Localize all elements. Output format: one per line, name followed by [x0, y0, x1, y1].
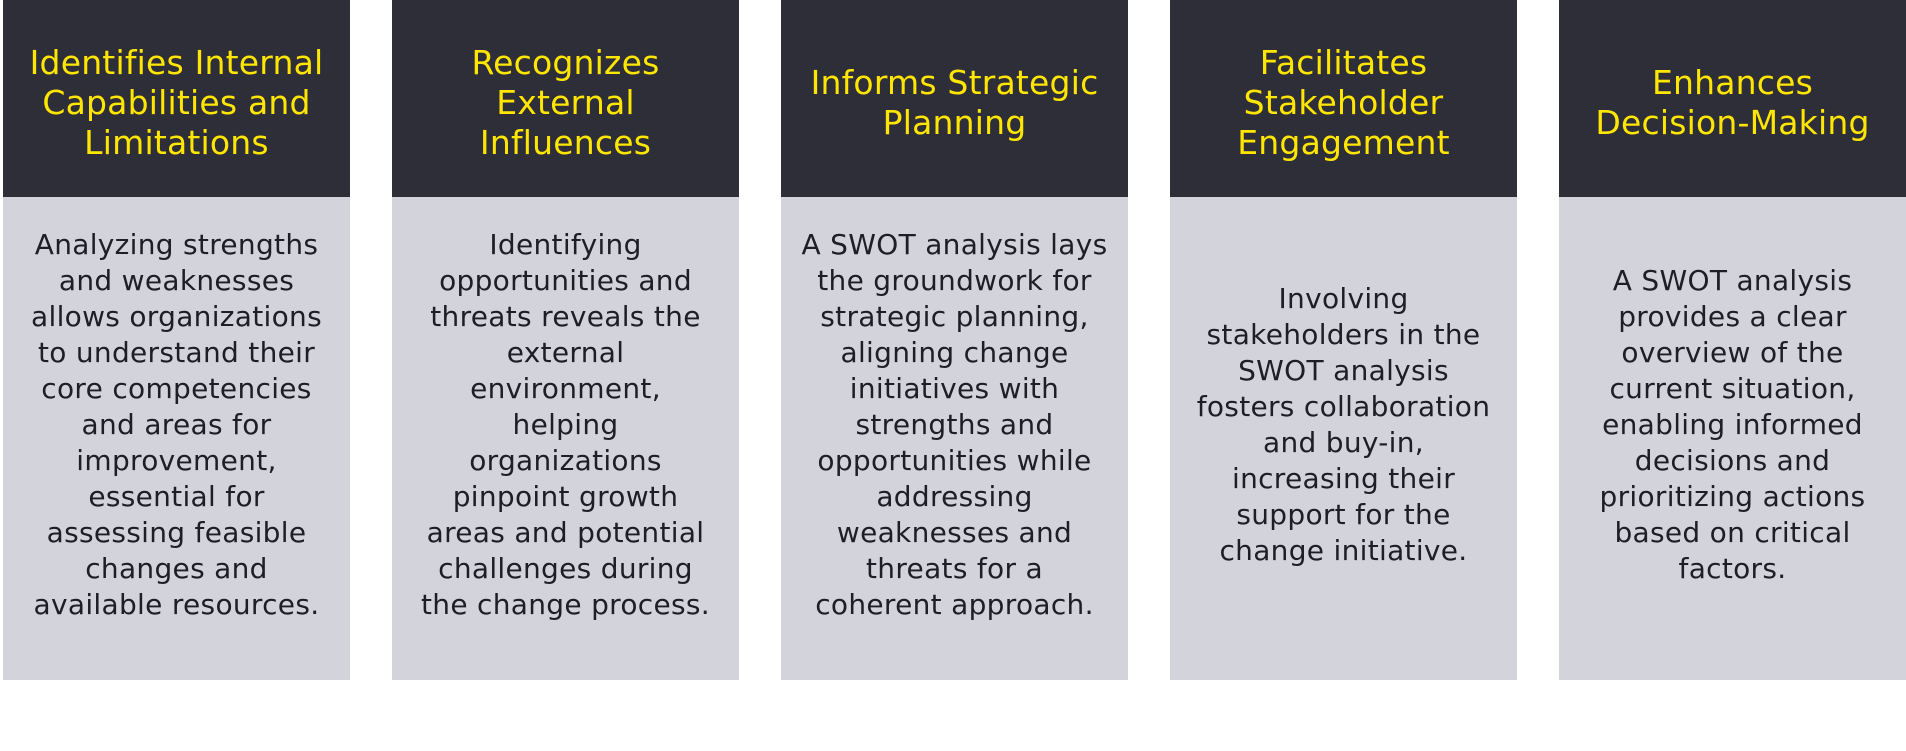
card-title: Recognizes External Influences [471, 42, 660, 162]
card-body: Involving stakeholders in the SWOT analy… [1170, 197, 1517, 680]
card-external-influences: Recognizes External Influences Identifyi… [392, 0, 739, 680]
card-stakeholder-engagement: Facilitates Stakeholder Engagement Invol… [1170, 0, 1517, 680]
card-description: Identifying opportunities and threats re… [421, 227, 710, 621]
card-header: Enhances Decision-Making [1559, 0, 1906, 197]
card-header: Facilitates Stakeholder Engagement [1170, 0, 1517, 197]
card-strategic-planning: Informs Strategic Planning A SWOT analys… [781, 0, 1128, 680]
card-description: A SWOT analysis provides a clear overvie… [1599, 263, 1866, 585]
card-header: Informs Strategic Planning [781, 0, 1128, 197]
card-decision-making: Enhances Decision-Making A SWOT analysis… [1559, 0, 1906, 680]
card-description: Analyzing strengths and weaknesses allow… [31, 227, 322, 621]
card-title: Enhances Decision-Making [1595, 62, 1870, 142]
card-description: A SWOT analysis lays the groundwork for … [801, 227, 1108, 621]
card-body: Identifying opportunities and threats re… [392, 197, 739, 680]
card-description: Involving stakeholders in the SWOT analy… [1196, 281, 1491, 567]
card-body: A SWOT analysis lays the groundwork for … [781, 197, 1128, 680]
card-body: Analyzing strengths and weaknesses allow… [3, 197, 350, 680]
card-header: Recognizes External Influences [392, 0, 739, 197]
card-header: Identifies Internal Capabilities and Lim… [3, 0, 350, 197]
card-internal-capabilities: Identifies Internal Capabilities and Lim… [3, 0, 350, 680]
card-title: Identifies Internal Capabilities and Lim… [29, 42, 324, 162]
card-title: Facilitates Stakeholder Engagement [1237, 42, 1450, 162]
card-title: Informs Strategic Planning [810, 62, 1099, 142]
card-body: A SWOT analysis provides a clear overvie… [1559, 197, 1906, 680]
